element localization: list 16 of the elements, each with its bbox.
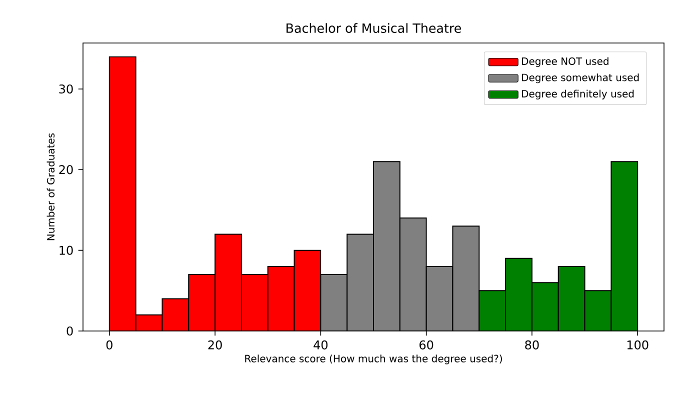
x-tick-label: 80 — [525, 340, 539, 350]
x-axis-title: Relevance score (How much was the degree used?) — [245, 354, 502, 364]
y-tick-label: 10 — [60, 246, 73, 255]
y-tick-label: 0 — [66, 326, 73, 336]
x-tick-label: 60 — [420, 340, 434, 350]
x-tick-label: 40 — [314, 340, 328, 350]
y-tick-label: 30 — [59, 84, 73, 94]
chart-title: Bachelor of Musical Theatre — [286, 23, 462, 33]
legend-label: Degree NOT used — [522, 57, 608, 67]
legend-label: Degree somewhat used — [522, 74, 639, 84]
x-tick-label: 0 — [106, 340, 112, 350]
y-tick-label: 20 — [59, 165, 73, 174]
y-axis-title: Number of Graduates — [46, 133, 55, 240]
x-tick-label: 20 — [208, 340, 222, 350]
legend-label: Degree definitely used — [522, 90, 634, 100]
x-tick-label: 100 — [627, 340, 648, 350]
